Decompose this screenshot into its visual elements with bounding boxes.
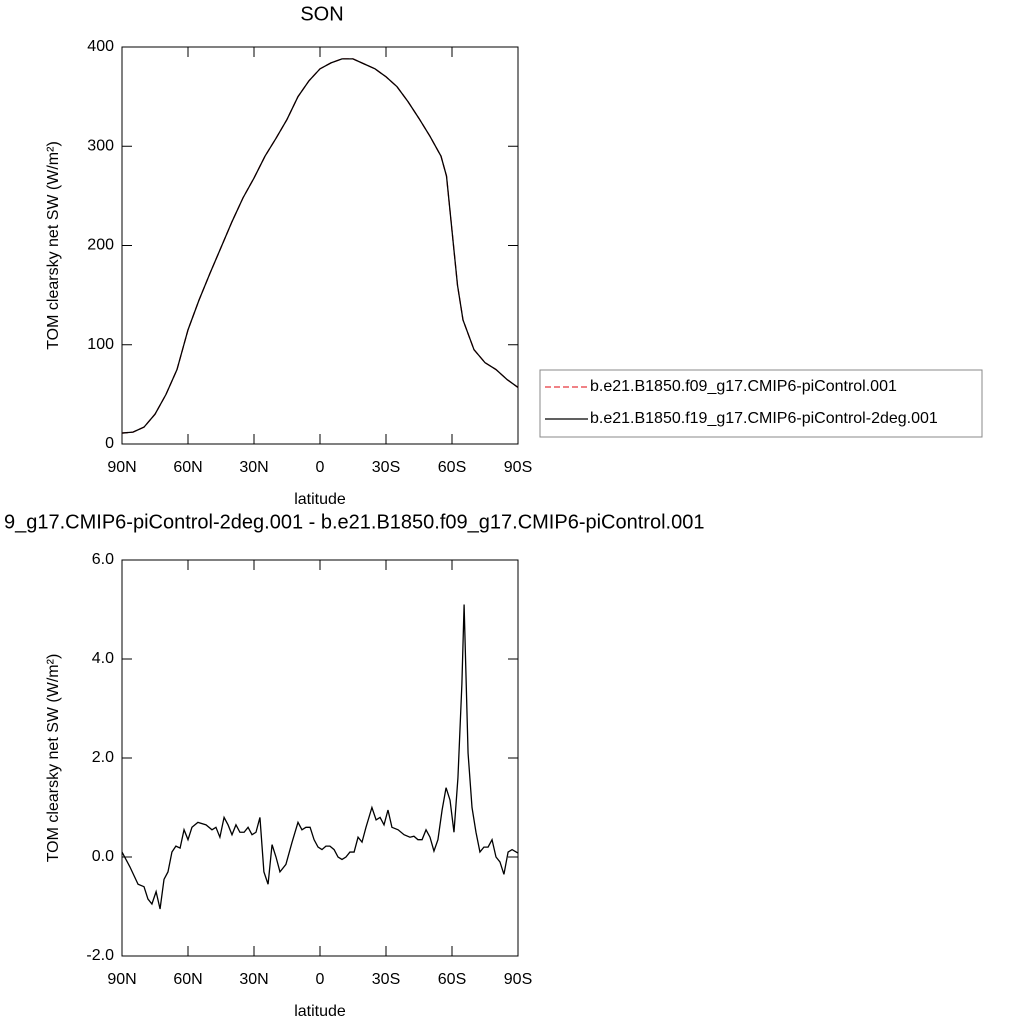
- plot-frame: [121, 46, 519, 445]
- x-tick-label: 90N: [107, 459, 136, 476]
- x-tick-label: 90S: [504, 971, 532, 988]
- x-tick-label: 0: [316, 971, 325, 988]
- y-tick-label: 0.0: [92, 848, 114, 865]
- y-tick-label: 200: [87, 237, 114, 254]
- data-line: [121, 58, 519, 434]
- y-tick-label: 4.0: [92, 650, 114, 667]
- x-axis-label: latitude: [294, 1003, 346, 1020]
- y-tick-label: -2.0: [86, 947, 114, 964]
- y-tick-label: 2.0: [92, 749, 114, 766]
- legend-label: b.e21.B1850.f19_g17.CMIP6-piControl-2deg…: [590, 410, 938, 427]
- y-axis-label: TOM clearsky net SW (W/m²): [45, 654, 62, 863]
- y-tick-label: 100: [87, 336, 114, 353]
- data-line: [121, 604, 519, 910]
- x-tick-label: 60S: [438, 459, 466, 476]
- x-tick-label: 60N: [173, 971, 202, 988]
- legend-box: [539, 369, 983, 438]
- x-axis-label: latitude: [294, 491, 346, 508]
- y-tick-label: 6.0: [92, 551, 114, 568]
- x-tick-label: 30N: [239, 971, 268, 988]
- x-tick-label: 60S: [438, 971, 466, 988]
- x-tick-label: 60N: [173, 459, 202, 476]
- y-tick-label: 400: [87, 38, 114, 55]
- x-tick-label: 90S: [504, 459, 532, 476]
- x-tick-label: 90N: [107, 971, 136, 988]
- chart-title: SON: [300, 3, 343, 25]
- chart-title: 9_g17.CMIP6-piControl-2deg.001 - b.e21.B…: [4, 511, 704, 533]
- data-line: [121, 58, 519, 434]
- y-tick-label: 300: [87, 137, 114, 154]
- y-tick-label: 0: [105, 435, 114, 452]
- legend-label: b.e21.B1850.f09_g17.CMIP6-piControl.001: [590, 378, 897, 395]
- x-tick-label: 30N: [239, 459, 268, 476]
- x-tick-label: 30S: [372, 971, 400, 988]
- y-axis-label: TOM clearsky net SW (W/m²): [45, 141, 62, 350]
- x-tick-label: 0: [316, 459, 325, 476]
- x-tick-label: 30S: [372, 459, 400, 476]
